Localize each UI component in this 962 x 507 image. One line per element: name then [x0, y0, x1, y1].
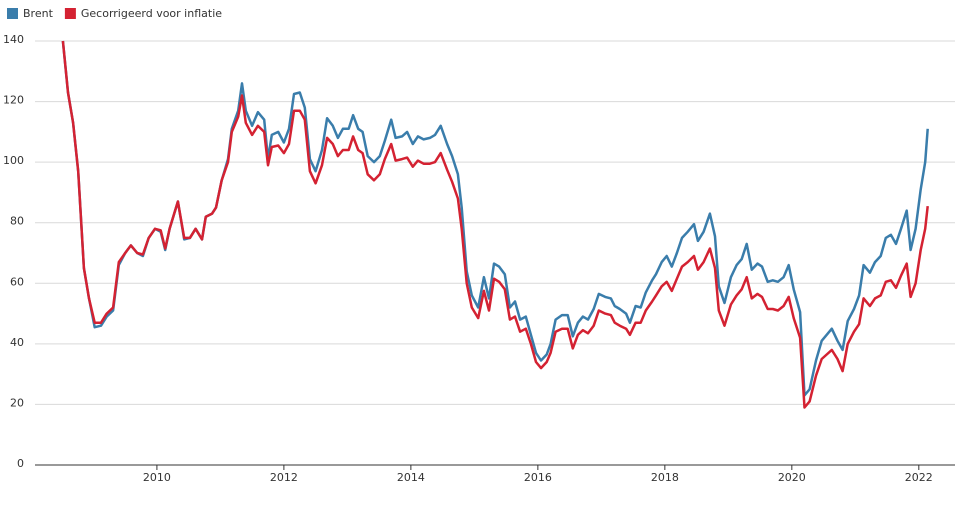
y-tick-label: 120: [3, 94, 24, 107]
legend-label: Gecorrigeerd voor inflatie: [81, 7, 222, 20]
x-tick-label: 2018: [651, 471, 679, 484]
x-tick-label: 2012: [270, 471, 298, 484]
x-tick-label: 2016: [524, 471, 552, 484]
y-tick-label: 140: [3, 33, 24, 46]
x-tick-label: 2020: [778, 471, 806, 484]
y-tick-label: 60: [10, 275, 24, 288]
y-tick-label: 40: [10, 336, 24, 349]
legend-swatch: [64, 8, 76, 19]
x-tick-label: 2010: [143, 471, 171, 484]
legend-label: Brent: [23, 7, 54, 20]
series-line: [61, 40, 929, 409]
y-tick-label: 20: [10, 396, 24, 409]
y-tick-label: 80: [10, 215, 24, 228]
legend-swatch: [7, 8, 18, 19]
x-tick-label: 2014: [397, 471, 425, 484]
x-tick-label: 2022: [905, 471, 933, 484]
y-tick-label: 0: [17, 457, 24, 470]
series-line: [61, 40, 929, 397]
y-tick-label: 100: [3, 154, 24, 167]
